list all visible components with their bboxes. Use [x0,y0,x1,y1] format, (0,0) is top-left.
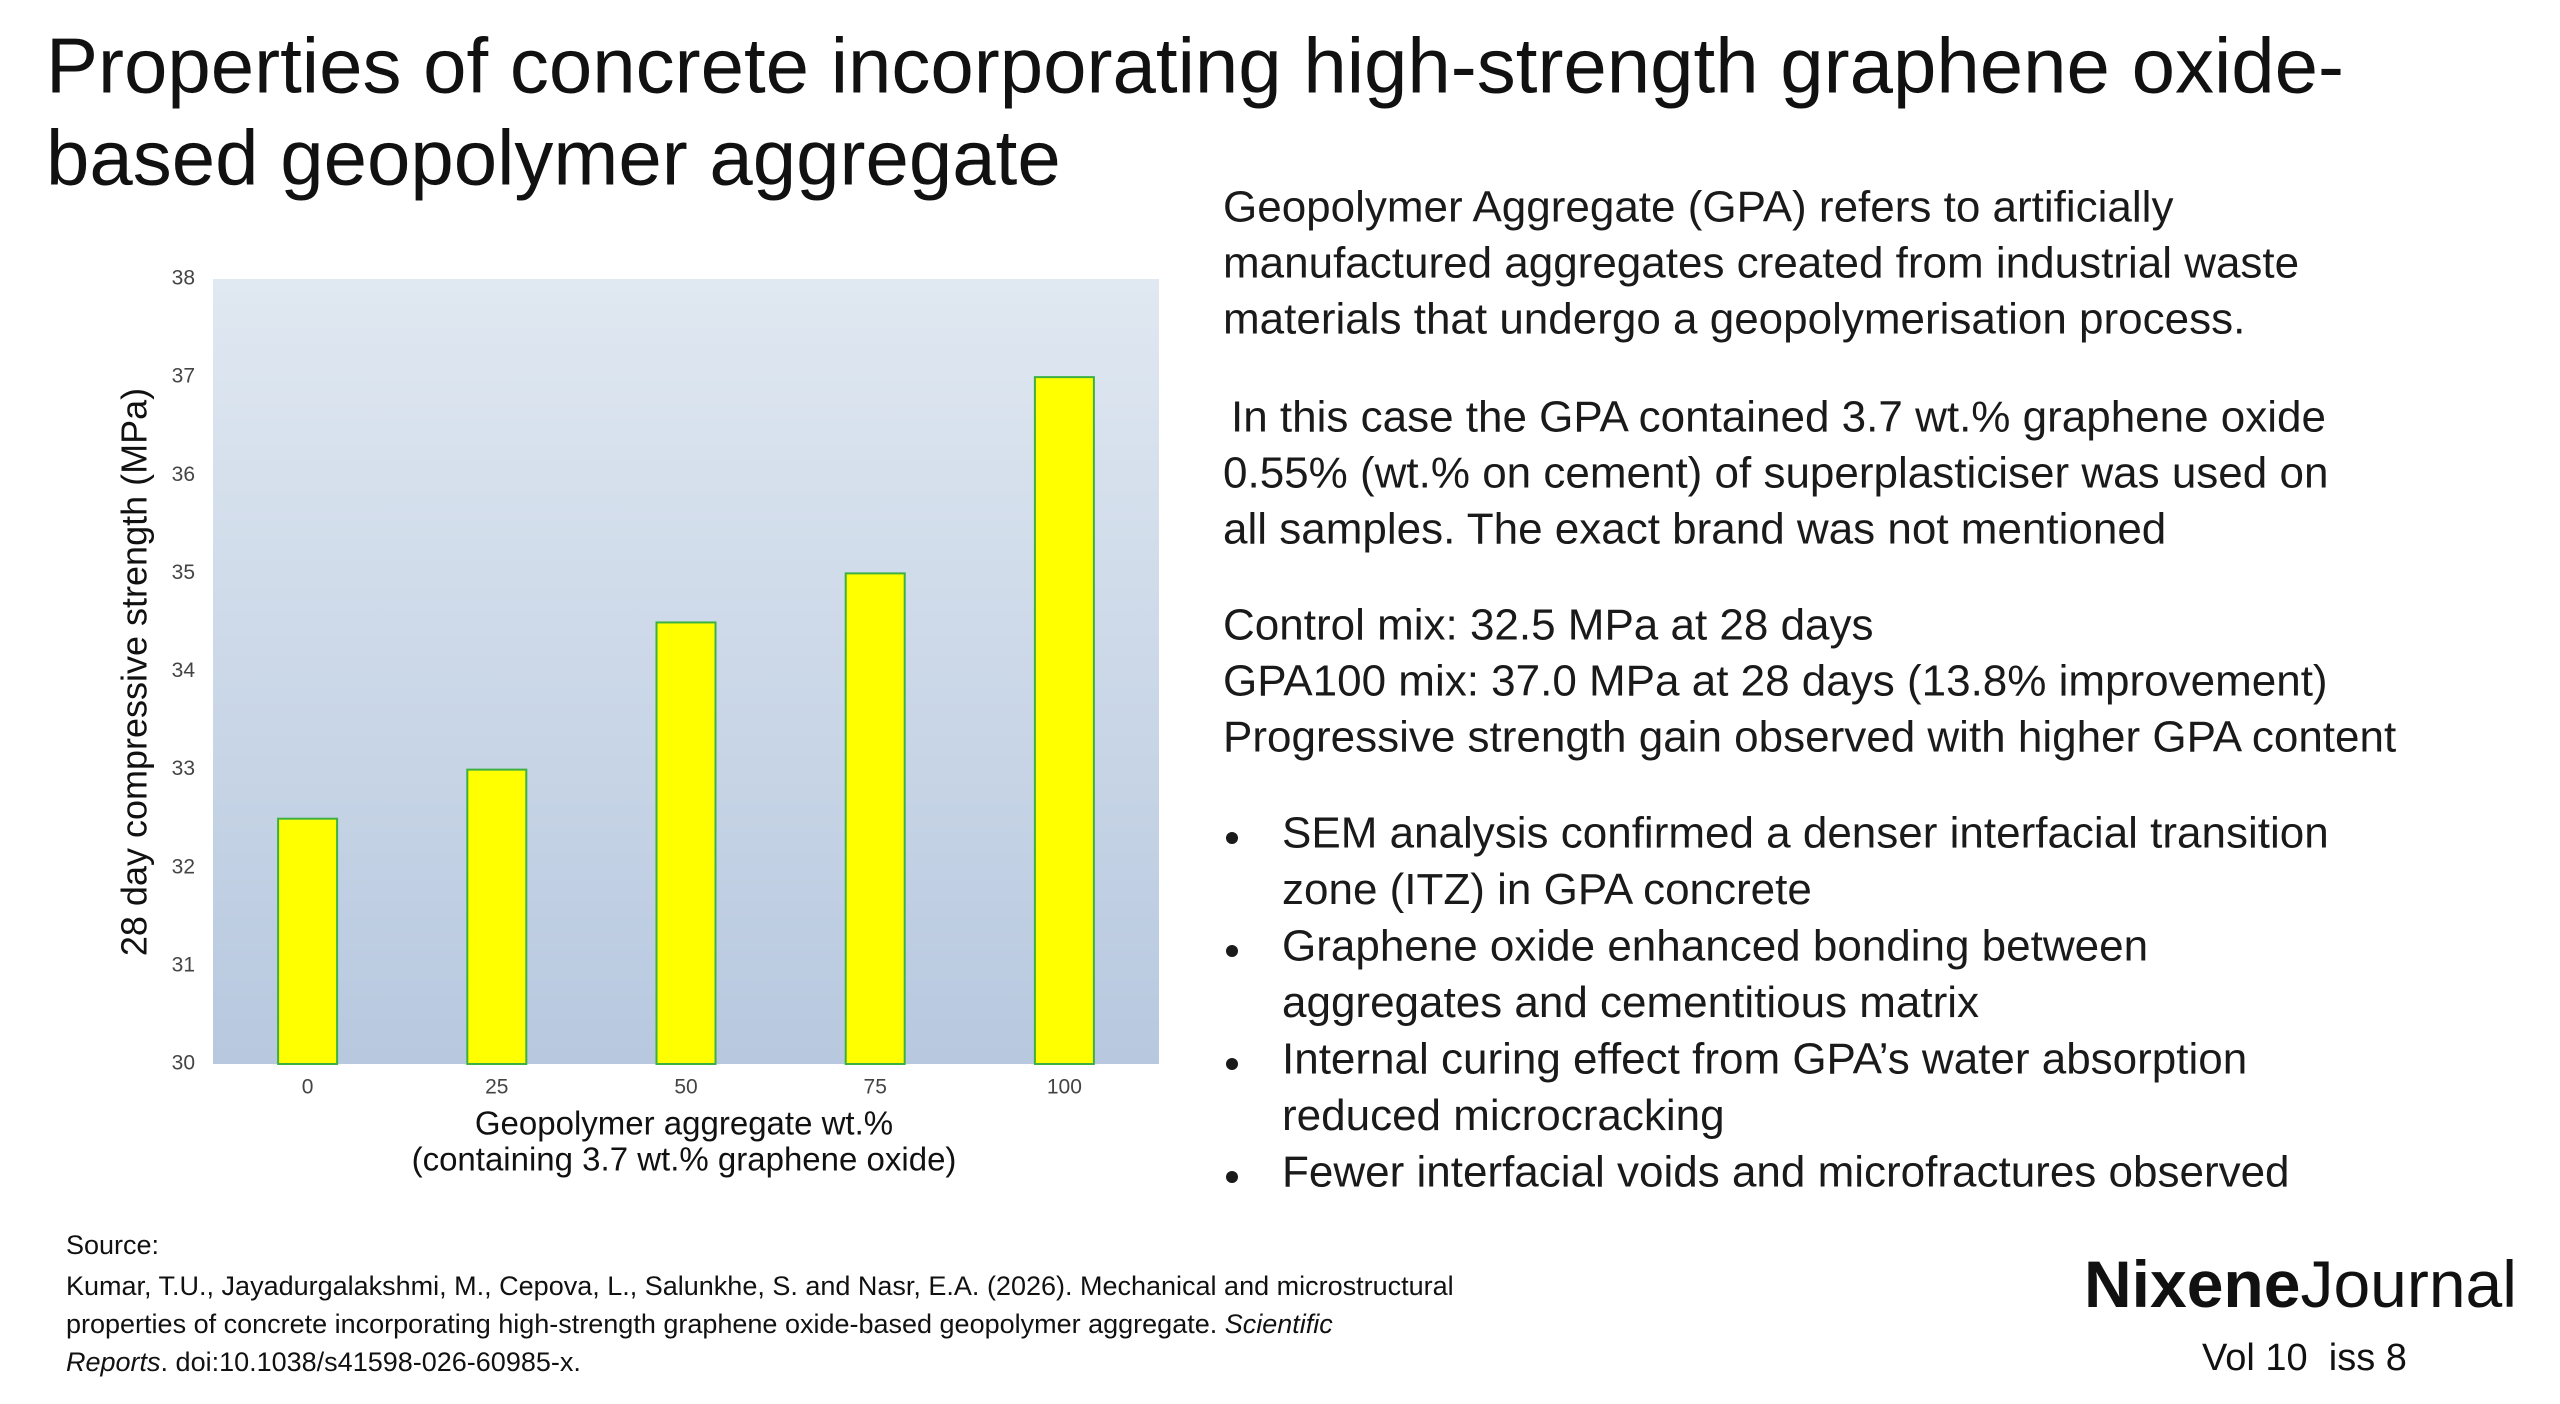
journal: Reports [66,1347,161,1377]
brand: NixeneJournal [2084,1247,2517,1321]
bar [466,768,528,1065]
bullet-text: reduced microcracking [1282,1091,1725,1140]
bullet-text: aggregates and cementitious matrix [1282,978,1979,1027]
body-text: 0.55% (wt.% on cement) of superplasticis… [1223,449,2328,498]
bar [844,572,906,1065]
brand-bold: Nixene [2084,1247,2300,1321]
bullet-text: Internal curing effect from GPA’s water … [1282,1035,2247,1084]
issue: Vol 10 iss 8 [2202,1337,2407,1379]
body-text: materials that undergo a geopolymerisati… [1223,295,2245,344]
citation: properties of concrete incorporating hig… [66,1309,1225,1339]
brand-regular: Journal [2300,1247,2516,1321]
x-axis-title: Geopolymer aggregate wt.% [475,1105,893,1142]
citation: Kumar, T.U., Jayadurgalakshmi, M., Cepov… [66,1271,1454,1301]
bullet [1226,1171,1238,1183]
bullet-text: zone (ITZ) in GPA concrete [1282,865,1812,914]
bar [655,621,717,1065]
citation: . doi:10.1038/s41598-026-60985-x. [161,1347,581,1377]
y-tick-label: 30 [172,1052,195,1075]
x-tick-label: 25 [485,1076,508,1099]
title-line: based geopolymer aggregate [46,114,1061,202]
bullet-text: SEM analysis confirmed a denser interfac… [1282,809,2329,858]
citation: properties of concrete incorporating hig… [66,1309,1333,1339]
y-tick-label: 37 [172,365,195,388]
bullet [1226,945,1238,957]
y-tick-label: 34 [172,659,196,682]
y-axis-title: 28 day compressive strength (MPa) [114,388,155,956]
body-text: Progressive strength gain observed with … [1223,713,2396,762]
body-text: Geopolymer Aggregate (GPA) refers to art… [1223,183,2173,232]
y-tick-label: 35 [172,561,195,584]
bar [1033,376,1095,1065]
y-tick-label: 31 [172,953,195,976]
y-tick-label: 38 [172,267,195,290]
bullet [1226,1058,1238,1070]
y-tick-label: 36 [172,463,195,486]
x-tick-label: 0 [302,1076,314,1099]
y-tick-label: 33 [172,757,195,780]
body-text: manufactured aggregates created from ind… [1223,239,2299,288]
body-text: In this case the GPA contained 3.7 wt.% … [1231,393,2326,442]
x-tick-label: 75 [864,1076,887,1099]
bar [277,817,339,1065]
x-tick-label: 100 [1047,1076,1082,1099]
body-text: GPA100 mix: 37.0 MPa at 28 days (13.8% i… [1223,657,2328,706]
citation: Reports. doi:10.1038/s41598-026-60985-x. [66,1347,581,1377]
x-axis-title: (containing 3.7 wt.% graphene oxide) [412,1141,957,1178]
body-text: Control mix: 32.5 MPa at 28 days [1223,601,1874,650]
y-tick-label: 32 [172,855,195,878]
bullet-text: Fewer interfacial voids and microfractur… [1282,1148,2290,1197]
journal: Scientific [1225,1309,1334,1339]
x-tick-label: 50 [674,1076,697,1099]
bullet [1226,832,1238,844]
bullet-text: Graphene oxide enhanced bonding between [1282,922,2148,971]
body-text: all samples. The exact brand was not men… [1223,505,2166,554]
source-label: Source: [66,1230,159,1260]
title-line: Properties of concrete incorporating hig… [46,22,2344,110]
